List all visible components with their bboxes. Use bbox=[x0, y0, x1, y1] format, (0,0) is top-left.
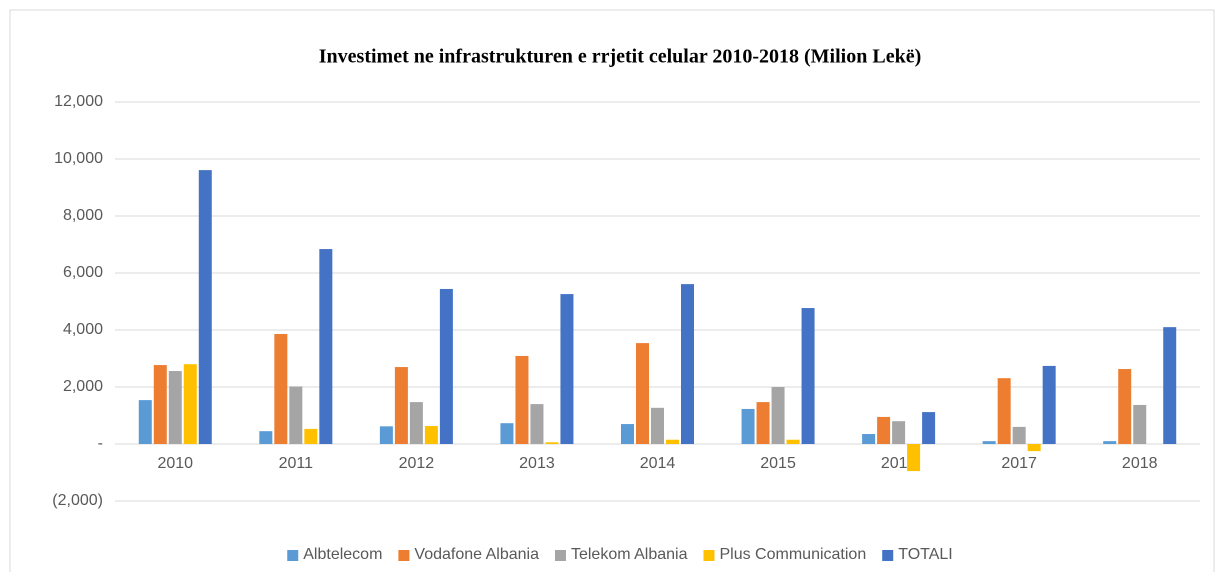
bar bbox=[801, 308, 815, 444]
bar bbox=[1042, 365, 1056, 444]
bar bbox=[289, 386, 303, 444]
bar bbox=[424, 426, 438, 444]
bar bbox=[892, 421, 906, 444]
legend-swatch bbox=[882, 550, 894, 561]
bar bbox=[982, 441, 996, 444]
bar bbox=[560, 294, 574, 444]
x-tick-label: 2010 bbox=[157, 455, 193, 472]
y-tick-label: - bbox=[98, 435, 103, 452]
legend-label: Plus Communication bbox=[719, 546, 866, 563]
bar bbox=[1012, 426, 1026, 444]
legend-label: Telekom Albania bbox=[571, 546, 688, 563]
y-tick-label: 10,000 bbox=[54, 150, 103, 167]
bar bbox=[1163, 327, 1177, 444]
bar bbox=[530, 404, 544, 444]
x-tick-label: 2012 bbox=[399, 455, 435, 472]
bar bbox=[168, 371, 182, 444]
bar bbox=[741, 408, 755, 444]
bar bbox=[439, 288, 453, 444]
bar bbox=[666, 439, 679, 444]
bar bbox=[907, 444, 921, 472]
bar bbox=[1133, 404, 1147, 444]
bar bbox=[138, 400, 152, 444]
legend-swatch bbox=[554, 550, 566, 561]
bar bbox=[651, 407, 664, 444]
legend-swatch bbox=[287, 550, 299, 561]
bar bbox=[877, 416, 891, 444]
legend-swatch bbox=[398, 550, 410, 561]
y-tick-label: 12,000 bbox=[54, 93, 103, 110]
x-tick-label: 2018 bbox=[1122, 455, 1158, 472]
chart-title: Investimet ne infrastrukturen e rrjetit … bbox=[319, 46, 921, 68]
bar bbox=[394, 367, 408, 444]
bar bbox=[771, 387, 785, 444]
bar bbox=[862, 434, 876, 444]
bar bbox=[997, 378, 1011, 444]
x-tick-label: 2017 bbox=[1001, 455, 1037, 472]
legend-label: Vodafone Albania bbox=[414, 546, 539, 563]
bar bbox=[319, 249, 333, 444]
bar bbox=[545, 442, 559, 444]
bar bbox=[153, 365, 167, 444]
bar bbox=[1118, 369, 1132, 444]
bar bbox=[198, 170, 212, 445]
bar bbox=[681, 284, 694, 444]
bar bbox=[922, 412, 936, 444]
bar bbox=[274, 333, 288, 444]
bar bbox=[500, 423, 514, 444]
legend-label: Albtelecom bbox=[303, 546, 382, 563]
bar bbox=[304, 428, 318, 444]
chart-border bbox=[9, 9, 1215, 572]
bar bbox=[379, 426, 393, 444]
y-tick-label: 8,000 bbox=[63, 207, 103, 224]
bar bbox=[636, 343, 649, 444]
bar bbox=[786, 439, 800, 444]
legend-label: TOTALI bbox=[898, 546, 953, 563]
bar bbox=[1103, 441, 1117, 444]
y-tick-label: 6,000 bbox=[63, 264, 103, 281]
bar bbox=[1027, 444, 1041, 452]
bar bbox=[409, 402, 423, 444]
y-tick-label: 2,000 bbox=[63, 378, 103, 395]
x-tick-label: 2011 bbox=[279, 455, 314, 472]
legend-swatch bbox=[703, 550, 715, 561]
y-tick-label: (2,000) bbox=[52, 492, 103, 509]
x-tick-label: 2013 bbox=[519, 455, 555, 472]
bar bbox=[259, 431, 273, 444]
bar bbox=[621, 424, 634, 444]
bar bbox=[515, 355, 529, 444]
bar bbox=[183, 364, 197, 444]
x-tick-label: 2014 bbox=[640, 455, 676, 472]
bar bbox=[756, 402, 770, 444]
x-tick-label: 2015 bbox=[760, 455, 796, 472]
y-tick-label: 4,000 bbox=[63, 321, 103, 338]
